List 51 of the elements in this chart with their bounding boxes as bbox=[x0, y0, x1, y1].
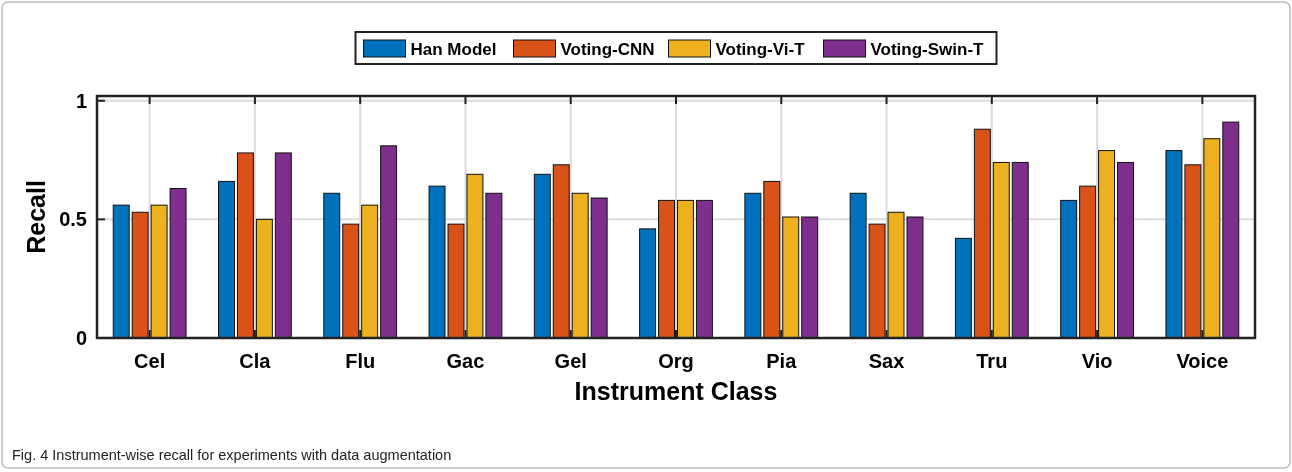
bar bbox=[380, 145, 398, 339]
bar bbox=[954, 237, 972, 339]
y-tick-label: 0.5 bbox=[59, 208, 87, 231]
caption: Fig. 4 Instrument-wise recall for experiments with data augmentation bbox=[12, 447, 452, 463]
bar bbox=[590, 197, 608, 339]
bar bbox=[695, 199, 713, 339]
x-tick-label: Org bbox=[658, 350, 694, 372]
bar bbox=[1079, 185, 1097, 339]
bar bbox=[323, 192, 341, 339]
bar bbox=[1060, 199, 1078, 339]
legend-label: Han Model bbox=[410, 40, 497, 59]
bar bbox=[274, 152, 292, 339]
bar bbox=[992, 161, 1010, 339]
bar bbox=[1222, 121, 1240, 339]
bar bbox=[236, 152, 254, 339]
bar bbox=[744, 192, 762, 339]
bar bbox=[1098, 150, 1116, 339]
legend-label: Voting-Swin-T bbox=[870, 40, 985, 59]
x-tick-label: Flu bbox=[345, 350, 376, 372]
bar bbox=[552, 164, 570, 339]
bar bbox=[112, 204, 130, 339]
bar bbox=[571, 192, 589, 339]
x-tick-label: Cla bbox=[239, 350, 272, 372]
y-tick-label: 0 bbox=[75, 327, 87, 349]
legend-label: Voting-CNN bbox=[560, 40, 655, 59]
x-tick-label: Gel bbox=[554, 350, 587, 372]
y-axis-title: Recall bbox=[22, 180, 50, 254]
bar bbox=[973, 128, 991, 339]
bar bbox=[533, 173, 551, 339]
bar bbox=[361, 204, 379, 339]
y-tick-label: 1 bbox=[75, 89, 87, 112]
bar bbox=[801, 216, 819, 339]
bar bbox=[658, 199, 675, 339]
bar bbox=[1117, 161, 1134, 339]
bar bbox=[763, 180, 781, 339]
bar bbox=[677, 199, 694, 339]
x-tick-label: Vio bbox=[1081, 350, 1113, 372]
x-tick-label: Voice bbox=[1176, 350, 1229, 372]
bar bbox=[342, 223, 360, 339]
bar bbox=[255, 218, 273, 339]
x-tick-label: Pia bbox=[766, 350, 798, 372]
bar bbox=[639, 228, 657, 339]
x-tick-label: Gac bbox=[446, 350, 485, 372]
legend-label: Voting-Vi-T bbox=[715, 40, 806, 59]
x-tick-label: Cel bbox=[134, 350, 166, 372]
x-tick-label: Tru bbox=[976, 350, 1008, 372]
x-tick-label: Sax bbox=[868, 350, 905, 372]
bar bbox=[782, 216, 800, 339]
bar bbox=[218, 180, 235, 339]
bar bbox=[1011, 161, 1029, 339]
x-axis-title: Instrument Class bbox=[574, 377, 778, 405]
